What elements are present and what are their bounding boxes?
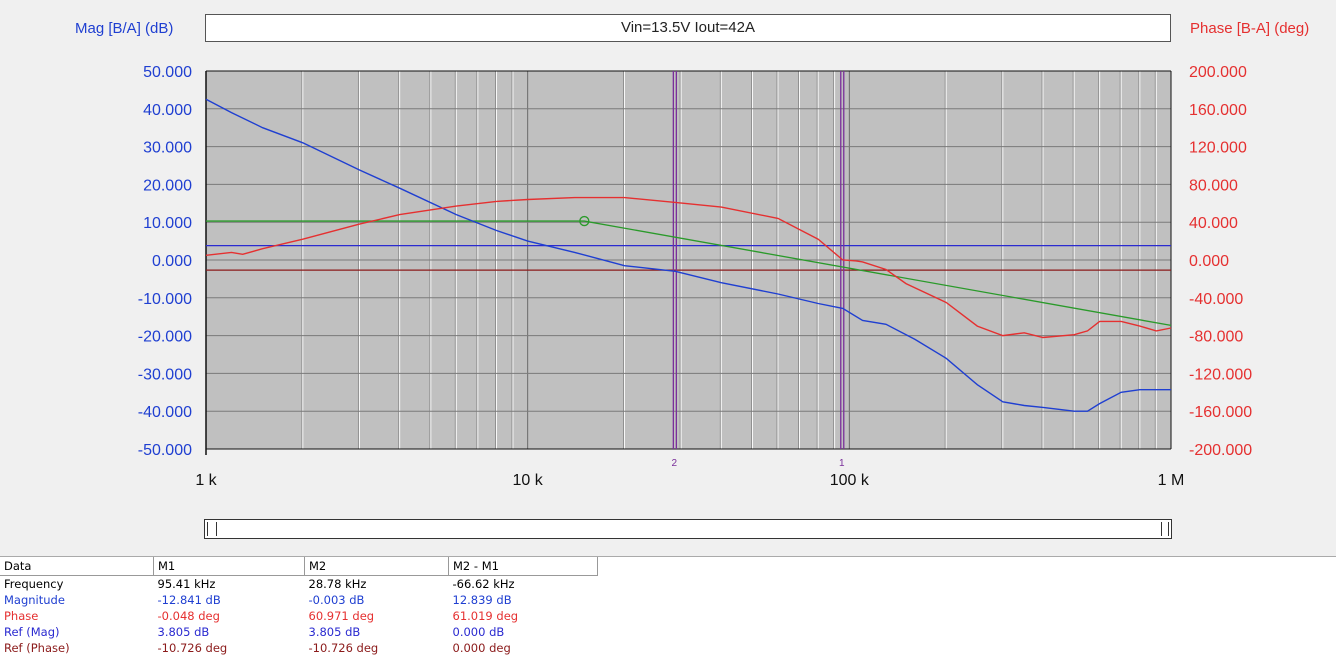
y-right-tick-label: 40.000 [1189,215,1238,232]
y-right-tick-label: -200.000 [1189,442,1252,459]
y-left-tick-label: 30.000 [143,140,192,157]
y-right-tick-label: 0.000 [1189,253,1229,270]
row-label: Frequency [4,577,64,591]
header-m2-m1[interactable]: M2 - M1 [448,557,598,576]
scroll-right-handle[interactable] [1161,522,1169,536]
chart-title: Vin=13.5V Iout=42A [205,14,1171,42]
row-label: Ref (Phase) [4,641,70,655]
y-right-tick-label: -80.000 [1189,329,1243,346]
header-m2[interactable]: M2 [304,557,449,576]
row-m1-value: -0.048 deg [157,609,220,623]
header-data[interactable]: Data [0,557,154,576]
y-left-tick-label: -50.000 [138,442,192,459]
phase-series-line [205,196,1172,339]
row-diff-value: 0.000 dB [452,625,505,639]
frequency-scrollbar[interactable] [204,519,1172,539]
y-left-tick-label: -20.000 [138,329,192,346]
marker-2-label: 2 [672,458,678,469]
row-m1-value: 3.805 dB [157,625,210,639]
y-right-tick-label: 120.000 [1189,140,1247,157]
table-row[interactable]: Ref (Phase) -10.726 deg -10.726 deg 0.000 d… [0,640,598,656]
green-trace-point [579,215,590,227]
y-left-tick-label: 20.000 [143,177,192,194]
row-label: Ref (Mag) [4,625,60,639]
row-m1-value: -12.841 dB [157,593,221,607]
y-left-tick-label: 40.000 [143,102,192,119]
y-right-tick-label: -120.000 [1189,366,1252,383]
table-row[interactable]: Magnitude -12.841 dB -0.003 dB 12.839 dB [0,592,598,608]
row-diff-value: 0.000 deg [452,641,511,655]
table-header-row: Data M1 M2 M2 - M1 [0,557,598,576]
y-left-tick-label: -30.000 [138,366,192,383]
phase-axis-title: Phase [B-A] (deg) [1190,20,1310,37]
x-tick-label: 100 k [830,472,870,489]
magnitude-axis-title: Mag [B/A] (dB) [75,20,174,37]
marker-data-table: Data M1 M2 M2 - M1 Frequency 95.41 kHz 28.… [0,556,1336,670]
y-right-tick-label: 200.000 [1189,64,1247,81]
table-row[interactable]: Phase -0.048 deg 60.971 deg 61.019 deg [0,608,598,624]
y-left-tick-label: 50.000 [143,64,192,81]
row-label: Phase [4,609,39,623]
x-tick-label: 1 M [1158,472,1185,489]
magnitude-series-line [205,98,1171,412]
y-right-tick-label: 160.000 [1189,102,1247,119]
row-m1-value: 95.41 kHz [157,577,216,591]
x-tick-label: 1 k [195,472,217,489]
table-row[interactable]: Ref (Mag) 3.805 dB 3.805 dB 0.000 dB [0,624,598,640]
row-label: Magnitude [4,593,65,607]
x-tick-label: 10 k [513,472,544,489]
scroll-left-handle[interactable] [207,522,217,536]
row-diff-value: -66.62 kHz [452,577,515,591]
y-left-tick-label: 10.000 [143,215,192,232]
y-left-tick-label: 0.000 [152,253,192,270]
row-diff-value: 12.839 dB [452,593,512,607]
marker-1-label: 1 [839,458,845,469]
row-diff-value: 61.019 deg [452,609,519,623]
row-m2-value: -10.726 deg [308,641,379,655]
y-right-tick-label: 80.000 [1189,177,1238,194]
y-right-tick-label: -40.000 [1189,291,1243,308]
row-m2-value: -0.003 dB [308,593,365,607]
bode-plot[interactable]: 50.00040.00030.00020.00010.0000.000-10.0… [0,0,1336,556]
row-m2-value: 28.78 kHz [308,577,367,591]
y-left-tick-label: -10.000 [138,291,192,308]
table-row[interactable]: Frequency 95.41 kHz 28.78 kHz -66.62 kHz [0,576,598,593]
header-m1[interactable]: M1 [153,557,305,576]
y-left-tick-label: -40.000 [138,404,192,421]
row-m2-value: 3.805 dB [308,625,361,639]
row-m2-value: 60.971 deg [308,609,375,623]
green-trace-line [206,220,1172,327]
y-right-tick-label: -160.000 [1189,404,1252,421]
row-m1-value: -10.726 deg [157,641,228,655]
